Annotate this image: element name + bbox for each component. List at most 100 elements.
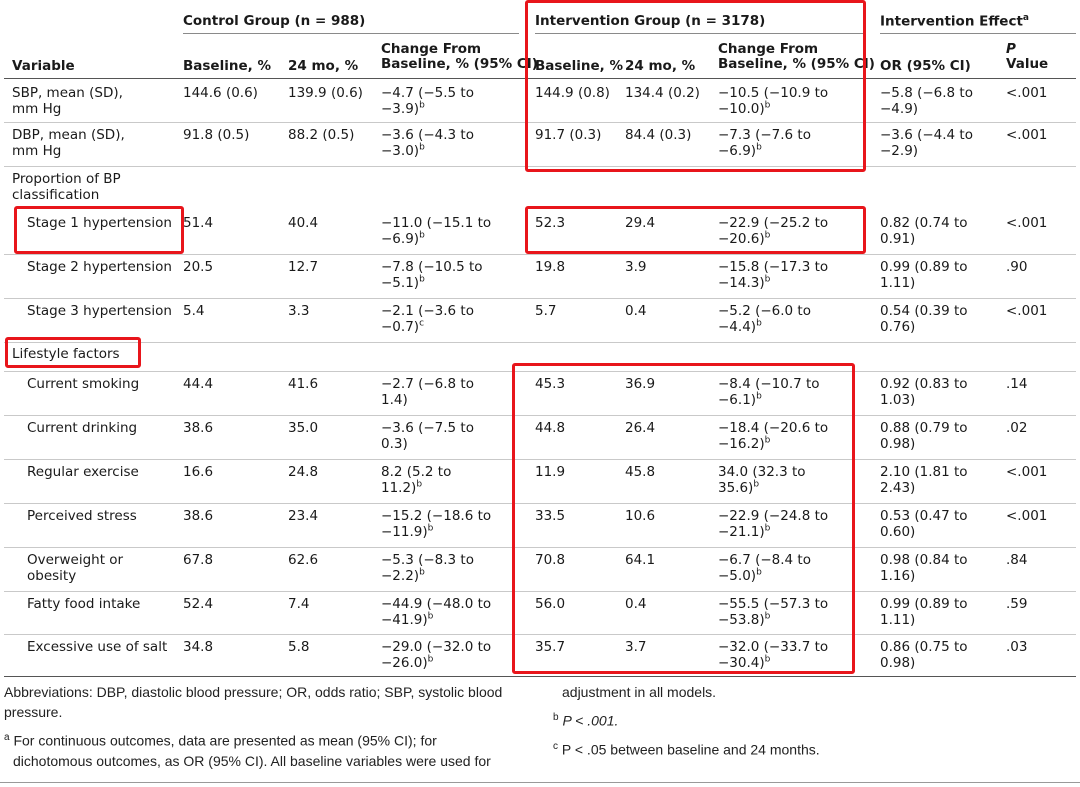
- control-24mo-cell: 40.4: [288, 215, 319, 231]
- control-change-cell: −15.2 (−18.6 to −11.9)b: [381, 508, 492, 540]
- intervention-change-cell: −22.9 (−24.8 to −21.1)b: [718, 508, 829, 540]
- control-baseline-cell: 38.6: [183, 420, 214, 436]
- intervention-change-cell: −15.8 (−17.3 to −14.3)b: [718, 259, 829, 291]
- intervention-baseline-cell: 70.8: [535, 552, 566, 568]
- row-label: SBP, mean (SD), mm Hg: [12, 85, 123, 117]
- intervention-change-cell: −5.2 (−6.0 to −4.4)b: [718, 303, 811, 335]
- control-baseline-cell: 67.8: [183, 552, 214, 568]
- control-change-cell: −29.0 (−32.0 to −26.0)b: [381, 639, 492, 671]
- intervention-baseline-cell: 19.8: [535, 259, 566, 275]
- p-value-cell: <.001: [1006, 508, 1048, 524]
- row-rule: [4, 503, 1076, 504]
- footnote-b: b P < .001.: [553, 712, 619, 729]
- control-24mo-cell: 7.4: [288, 596, 310, 612]
- control-group-header: Control Group (n = 988): [183, 13, 366, 29]
- header-rule: [4, 78, 1076, 79]
- control-baseline-cell: 5.4: [183, 303, 205, 319]
- p-value-cell: .02: [1006, 420, 1028, 436]
- row-label: Stage 1 hypertension: [27, 215, 172, 231]
- row-label: Regular exercise: [27, 464, 139, 480]
- intervention-effect-header: Intervention Effecta: [880, 13, 1029, 30]
- control-24mo-cell: 24.8: [288, 464, 319, 480]
- col-control-24mo: 24 mo, %: [288, 58, 359, 74]
- intervention-baseline-cell: 5.7: [535, 303, 557, 319]
- intervention-24mo-cell: 26.4: [625, 420, 656, 436]
- row-rule: [4, 415, 1076, 416]
- row-label: Overweight or obesity: [27, 552, 124, 584]
- row-label: Stage 2 hypertension: [27, 259, 172, 275]
- row-label: Perceived stress: [27, 508, 137, 524]
- section-lifestyle-factors: Lifestyle factors: [12, 346, 120, 362]
- intervention-24mo-cell: 84.4 (0.3): [625, 127, 692, 143]
- p-value-cell: .84: [1006, 552, 1028, 568]
- intervention-change-cell: −10.5 (−10.9 to −10.0)b: [718, 85, 829, 117]
- intervention-24mo-cell: 0.4: [625, 303, 647, 319]
- intervention-baseline-cell: 56.0: [535, 596, 566, 612]
- odds-ratio-cell: 0.86 (0.75 to 0.98): [880, 639, 968, 671]
- intervention-24mo-cell: 64.1: [625, 552, 656, 568]
- intervention-24mo-cell: 0.4: [625, 596, 647, 612]
- row-rule: [4, 122, 1076, 123]
- control-24mo-cell: 12.7: [288, 259, 319, 275]
- intervention-group-header: Intervention Group (n = 3178): [535, 13, 766, 29]
- odds-ratio-cell: 0.53 (0.47 to 0.60): [880, 508, 968, 540]
- effect-group-rule: [880, 33, 1076, 34]
- row-label: Current smoking: [27, 376, 140, 392]
- control-baseline-cell: 34.8: [183, 639, 214, 655]
- intervention-24mo-cell: 134.4 (0.2): [625, 85, 700, 101]
- control-baseline-cell: 38.6: [183, 508, 214, 524]
- control-24mo-cell: 62.6: [288, 552, 319, 568]
- intervention-24mo-cell: 36.9: [625, 376, 656, 392]
- col-intervention-baseline: Baseline, %: [535, 58, 623, 74]
- odds-ratio-cell: 0.92 (0.83 to 1.03): [880, 376, 968, 408]
- control-group-rule: [183, 33, 519, 34]
- odds-ratio-cell: 0.98 (0.84 to 1.16): [880, 552, 968, 584]
- intervention-baseline-cell: 44.8: [535, 420, 566, 436]
- intervention-baseline-cell: 52.3: [535, 215, 566, 231]
- intervention-24mo-cell: 45.8: [625, 464, 656, 480]
- p-value-cell: .59: [1006, 596, 1028, 612]
- intervention-change-cell: −6.7 (−8.4 to −5.0)b: [718, 552, 811, 584]
- control-change-cell: −44.9 (−48.0 to −41.9)b: [381, 596, 492, 628]
- control-change-cell: −11.0 (−15.1 to −6.9)b: [381, 215, 492, 247]
- odds-ratio-cell: 2.10 (1.81 to 2.43): [880, 464, 968, 496]
- intervention-change-cell: −22.9 (−25.2 to −20.6)b: [718, 215, 829, 247]
- footnote-a-cont: adjustment in all models.: [562, 684, 717, 700]
- page-bottom-rule: [0, 782, 1080, 783]
- p-value-cell: .03: [1006, 639, 1028, 655]
- col-p-value: P Value: [1006, 41, 1049, 72]
- section-bp-classification: Proportion of BP classification: [12, 171, 121, 203]
- col-intervention-change: Change From Baseline, % (95% CI): [718, 41, 875, 72]
- control-change-cell: −3.6 (−7.5 to 0.3): [381, 420, 474, 452]
- row-rule: [4, 634, 1076, 635]
- col-intervention-24mo: 24 mo, %: [625, 58, 696, 74]
- intervention-24mo-cell: 29.4: [625, 215, 656, 231]
- p-value-cell: <.001: [1006, 85, 1048, 101]
- control-baseline-cell: 44.4: [183, 376, 214, 392]
- control-change-cell: −5.3 (−8.3 to −2.2)b: [381, 552, 474, 584]
- control-change-cell: 8.2 (5.2 to 11.2)b: [381, 464, 452, 496]
- row-label: Excessive use of salt: [27, 639, 168, 655]
- intervention-change-cell: −8.4 (−10.7 to −6.1)b: [718, 376, 820, 408]
- row-label: Stage 3 hypertension: [27, 303, 172, 319]
- row-rule: [4, 298, 1076, 299]
- control-24mo-cell: 139.9 (0.6): [288, 85, 363, 101]
- intervention-change-cell: −7.3 (−7.6 to −6.9)b: [718, 127, 811, 159]
- p-value-cell: <.001: [1006, 303, 1048, 319]
- col-control-baseline: Baseline, %: [183, 58, 271, 74]
- control-change-cell: −7.8 (−10.5 to −5.1)b: [381, 259, 483, 291]
- intervention-24mo-cell: 3.9: [625, 259, 647, 275]
- table-bottom-rule: [4, 676, 1076, 677]
- footnote-c: c P < .05 between baseline and 24 months…: [553, 740, 820, 758]
- intervention-baseline-cell: 45.3: [535, 376, 566, 392]
- footnote-a: a For continuous outcomes, data are pres…: [4, 732, 491, 769]
- row-rule: [4, 254, 1076, 255]
- row-rule: [4, 342, 1076, 343]
- row-label: Current drinking: [27, 420, 138, 436]
- odds-ratio-cell: 0.82 (0.74 to 0.91): [880, 215, 968, 247]
- row-rule: [4, 547, 1076, 548]
- control-baseline-cell: 20.5: [183, 259, 214, 275]
- control-change-cell: −4.7 (−5.5 to −3.9)b: [381, 85, 474, 117]
- p-value-cell: <.001: [1006, 127, 1048, 143]
- control-baseline-cell: 144.6 (0.6): [183, 85, 258, 101]
